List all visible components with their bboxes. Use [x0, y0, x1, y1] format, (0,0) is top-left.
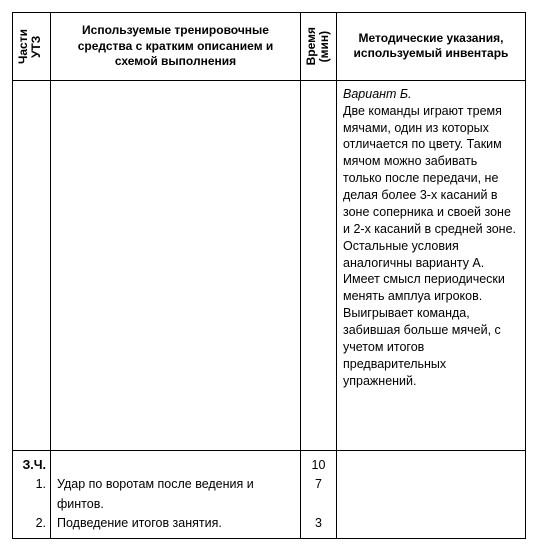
col-header-time: Время(мин)	[301, 13, 337, 81]
training-table: ЧастиУТЗ Используемые тренировочные сред…	[12, 12, 526, 539]
part-header: З.Ч.	[22, 458, 46, 472]
item-time: 7	[315, 477, 322, 491]
item-time: 3	[315, 516, 322, 530]
variant-title: Вариант Б.	[343, 87, 412, 101]
cell-parts-empty	[13, 80, 51, 450]
table-row: З.Ч. 1. 2. Удар по воротам после ведения…	[13, 450, 526, 539]
cell-means-empty	[51, 80, 301, 450]
item-num: 1.	[36, 477, 46, 491]
cell-parts-final: З.Ч. 1. 2.	[13, 450, 51, 539]
variant-text: Две команды играют тремя мячами, один из…	[343, 104, 516, 388]
item-num: 2.	[36, 516, 46, 530]
table-row: Вариант Б. Две команды играют тремя мяча…	[13, 80, 526, 450]
col-header-parts-label: ЧастиУТЗ	[16, 23, 44, 70]
cell-notes-variant: Вариант Б. Две команды играют тремя мяча…	[337, 80, 526, 450]
table-header-row: ЧастиУТЗ Используемые тренировочные сред…	[13, 13, 526, 81]
col-header-parts: ЧастиУТЗ	[13, 13, 51, 81]
item-text: Удар по воротам после ведения и финтов.	[57, 477, 254, 510]
col-header-means: Используемые тренировочные средства с кр…	[51, 13, 301, 81]
cell-notes-final	[337, 450, 526, 539]
col-header-notes: Методические указания, используемый инве…	[337, 13, 526, 81]
item-text: Подведение итогов занятия.	[57, 516, 222, 530]
cell-time-empty	[301, 80, 337, 450]
cell-means-final: Удар по воротам после ведения и финтов. …	[51, 450, 301, 539]
time-total: 10	[312, 458, 326, 472]
cell-time-final: 10 7 3	[301, 450, 337, 539]
col-header-time-label: Время(мин)	[304, 21, 332, 71]
